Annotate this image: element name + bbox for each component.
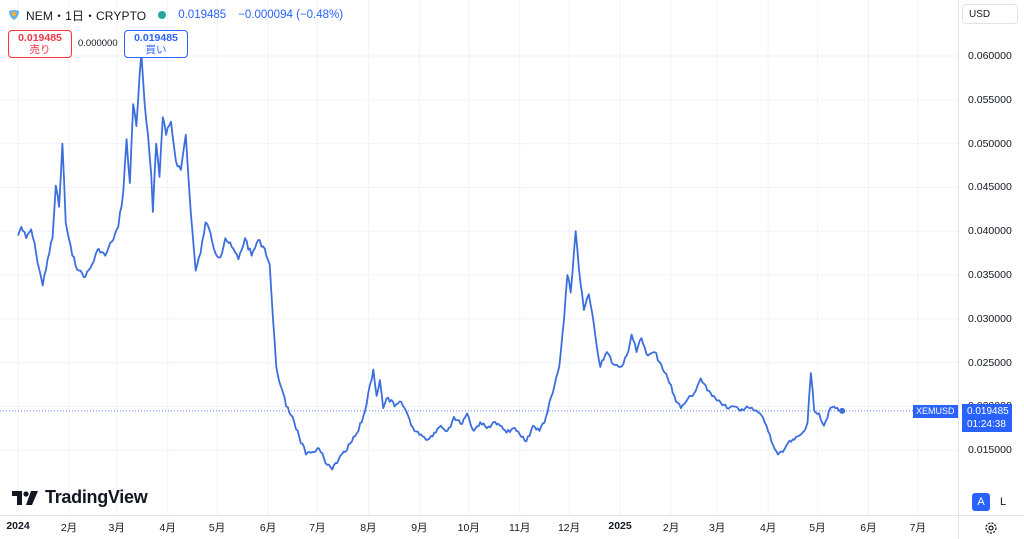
price-series-line[interactable] <box>17 53 843 471</box>
y-tick-label: 0.035000 <box>968 269 1012 281</box>
buy-price: 0.019485 <box>134 32 178 44</box>
y-tick-label: 0.015000 <box>968 444 1012 457</box>
settings-gear-icon[interactable] <box>984 521 998 535</box>
market-status-dot <box>158 11 167 19</box>
x-tick-label: 5月 <box>809 522 826 534</box>
y-tick-label: 0.045000 <box>968 181 1012 194</box>
x-tick-label: 7月 <box>909 522 926 534</box>
nem-logo-icon <box>9 10 19 20</box>
last-price-dot <box>839 407 846 414</box>
spread-value: 0.000000 <box>78 38 118 49</box>
bar-countdown: 01:24:38 <box>967 419 1006 430</box>
x-tick-label: 5月 <box>208 522 226 534</box>
x-tick-label: 4月 <box>159 522 176 534</box>
auto-scale-button[interactable]: A <box>972 493 990 511</box>
x-tick-label: 2025 <box>608 520 632 532</box>
logo-text: TradingView <box>45 487 148 507</box>
x-tick-label: 3月 <box>708 522 726 534</box>
buy-label: 買い <box>145 44 167 56</box>
y-tick-label: 0.050000 <box>968 137 1012 150</box>
sell-label: 売り <box>29 44 51 56</box>
sell-price: 0.019485 <box>18 32 62 44</box>
log-scale-button[interactable]: L <box>999 496 1007 508</box>
last-price-value: 0.019485 <box>178 9 227 21</box>
x-tick-label: 10月 <box>457 522 480 534</box>
symbol-price-label: XEMUSD <box>913 405 958 418</box>
y-tick-label: 0.055000 <box>968 93 1012 106</box>
buy-button[interactable]: 0.019485 買い <box>124 30 188 58</box>
symbol-title[interactable]: NEM・1日・CRYPTO <box>26 8 147 23</box>
last-price-tag: 0.019485 01:24:38 <box>962 404 1012 432</box>
y-tick-label: 0.060000 <box>968 50 1012 62</box>
x-tick-label: 11月 <box>509 522 531 534</box>
y-tick-label: 0.040000 <box>968 225 1012 238</box>
x-tick-label: 6月 <box>860 522 877 534</box>
x-tick-label: 12月 <box>557 522 581 534</box>
x-tick-label: 7月 <box>309 522 326 534</box>
legend-header: NEM・1日・CRYPTO 0.019485 −0.000094 (−0.48%… <box>8 6 349 24</box>
x-tick-label: 6月 <box>259 522 277 534</box>
y-tick-label: 0.025000 <box>968 356 1012 369</box>
x-tick-label: 2月 <box>60 522 78 534</box>
x-tick-label: 2月 <box>662 522 680 534</box>
x-tick-label: 3月 <box>108 522 125 534</box>
price-change-value: −0.000094 (−0.48%) <box>238 9 344 21</box>
last-price-tag-value: 0.019485 <box>967 406 1009 417</box>
y-tick-label: 0.030000 <box>968 312 1012 325</box>
x-tick-label: 4月 <box>759 522 777 534</box>
grid-lines <box>0 0 958 515</box>
tradingview-mark-icon <box>12 490 38 505</box>
tradingview-logo[interactable]: TradingView <box>12 487 148 508</box>
currency-selector[interactable]: USD <box>962 4 1018 24</box>
sell-button[interactable]: 0.019485 売り <box>8 30 72 58</box>
x-tick-label: 8月 <box>360 522 377 534</box>
x-tick-label: 9月 <box>411 522 428 534</box>
x-tick-label: 2024 <box>6 520 30 532</box>
